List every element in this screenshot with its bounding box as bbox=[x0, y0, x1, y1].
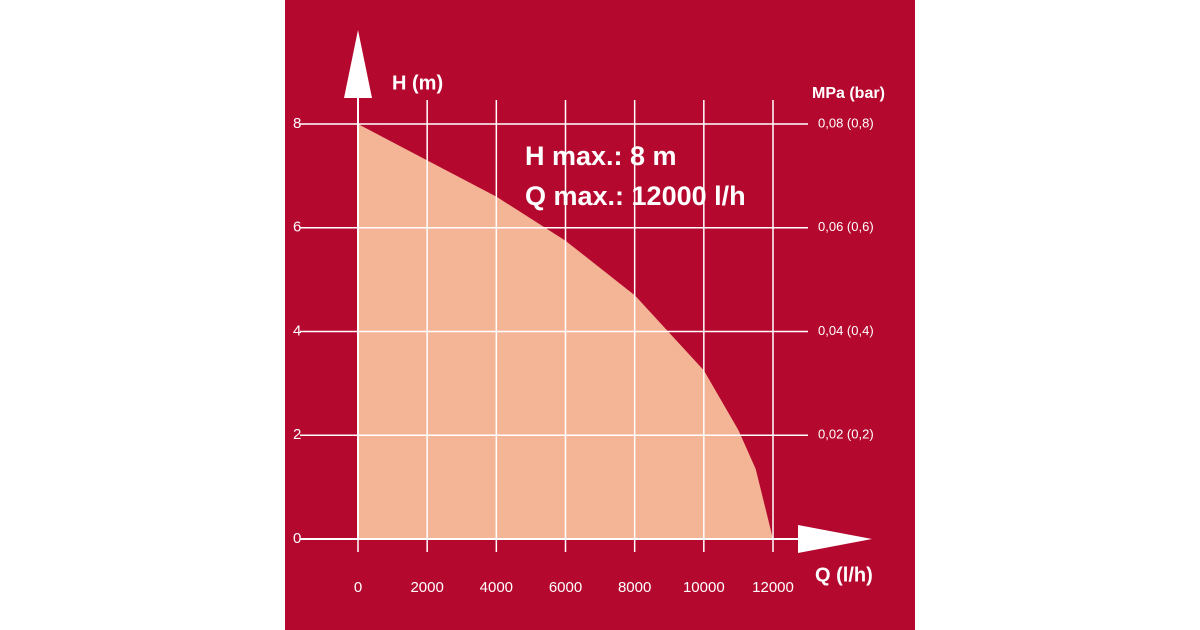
x-arrow bbox=[798, 525, 872, 553]
y-tick-label: 8 bbox=[293, 115, 301, 132]
x-axis-label: Q (l/h) bbox=[815, 564, 873, 586]
x-tick-label: 10000 bbox=[683, 579, 725, 596]
y-tick-label: 2 bbox=[293, 426, 301, 443]
y2-axis-label: MPa (bar) bbox=[812, 85, 885, 102]
y-tick-label: 4 bbox=[293, 322, 301, 339]
y2-tick-label: 0,04 (0,4) bbox=[818, 323, 874, 338]
y-arrow bbox=[344, 30, 372, 98]
x-tick-label: 6000 bbox=[549, 579, 582, 596]
x-tick-label: 0 bbox=[354, 579, 362, 596]
x-tick-label: 4000 bbox=[480, 579, 513, 596]
y-tick-label: 6 bbox=[293, 219, 301, 236]
annotation: Q max.: 12000 l/h bbox=[525, 181, 746, 211]
y-axis-label: H (m) bbox=[392, 72, 443, 94]
x-tick-label: 2000 bbox=[410, 579, 443, 596]
y2-tick-label: 0,08 (0,8) bbox=[818, 115, 874, 130]
x-tick-label: 8000 bbox=[618, 579, 651, 596]
y2-tick-label: 0,02 (0,2) bbox=[818, 427, 874, 442]
y2-tick-label: 0,06 (0,6) bbox=[818, 219, 874, 234]
x-tick-label: 12000 bbox=[752, 579, 794, 596]
y-tick-label: 0 bbox=[293, 530, 301, 547]
annotation: H max.: 8 m bbox=[525, 141, 677, 171]
